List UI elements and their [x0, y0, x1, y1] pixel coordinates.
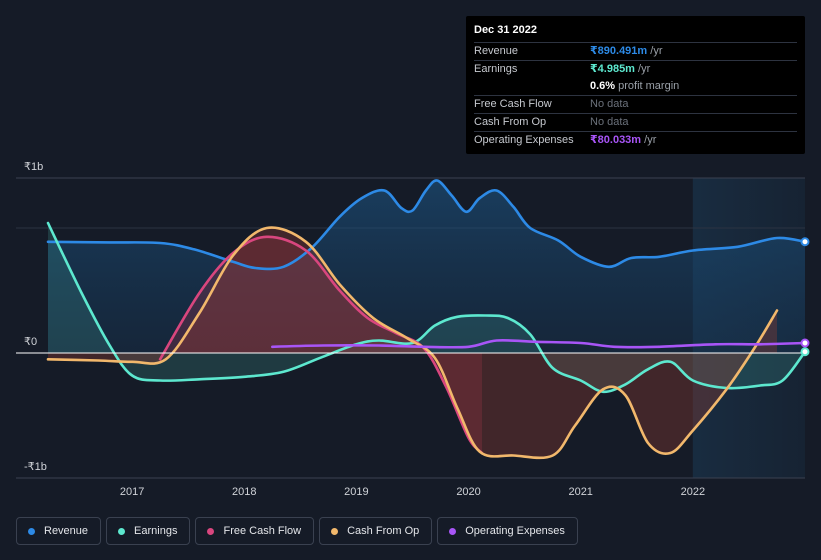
tooltip-unit: /yr — [641, 134, 657, 146]
legend-label: Free Cash Flow — [223, 525, 302, 537]
area-earnings — [48, 223, 805, 392]
legend-dot-icon — [118, 527, 126, 535]
series-line-operating-expenses — [271, 338, 807, 349]
x-tick-label: 2021 — [568, 486, 592, 498]
y-label-bottom: -₹1b — [24, 461, 47, 473]
y-label-top: ₹1b — [24, 161, 43, 173]
data-tooltip: Dec 31 2022 Revenue ₹890.491m /yr Earnin… — [466, 16, 805, 154]
area-revenue — [48, 180, 805, 353]
tooltip-unit: /yr — [647, 45, 663, 57]
x-tick-label: 2019 — [344, 486, 368, 498]
tooltip-value: No data — [590, 98, 629, 110]
legend-item-earnings[interactable]: Earnings — [106, 517, 191, 545]
tooltip-value: ₹80.033m — [590, 134, 642, 146]
legend-item-free-cash-flow[interactable]: Free Cash Flow — [195, 517, 315, 545]
legend-label: Operating Expenses — [465, 525, 565, 537]
x-tick-label: 2020 — [456, 486, 480, 498]
tooltip-unit: /yr — [634, 63, 651, 75]
tooltip-value: ₹890.491m — [590, 45, 648, 57]
tooltip-label: Revenue — [474, 45, 519, 57]
x-tick-label: 2018 — [232, 486, 256, 498]
x-tick-label: 2017 — [120, 486, 144, 498]
tooltip-label: Earnings — [474, 63, 518, 75]
legend-dot-icon — [449, 527, 457, 535]
series-line-earnings — [46, 221, 807, 394]
y-label-zero: ₹0 — [24, 336, 37, 348]
tooltip-label — [474, 78, 590, 95]
tooltip-row-earnings: Earnings ₹4.985m /yr — [474, 61, 797, 78]
legend-dot-icon — [207, 527, 215, 535]
legend-label: Cash From Op — [347, 525, 420, 537]
tooltip-date: Dec 31 2022 — [474, 24, 797, 43]
tooltip-value: ₹4.985m — [590, 63, 635, 75]
legend-item-operating-expenses[interactable]: Operating Expenses — [437, 517, 578, 545]
tooltip-value: 0.6% — [590, 80, 616, 92]
tooltip-row-opex: Operating Expenses ₹80.033m /yr — [474, 132, 797, 149]
series-line-free-cash-flow — [158, 235, 484, 455]
legend-dot-icon — [28, 527, 35, 535]
legend-label: Revenue — [44, 525, 89, 537]
chart-svg: ₹1b ₹0 -₹1b 2017 2018 2019 2020 2021 2022 — [16, 161, 810, 498]
series-line-revenue — [46, 179, 807, 271]
tooltip-row-cfo: Cash From Op No data — [474, 114, 797, 132]
tooltip-value: No data — [590, 116, 629, 128]
tooltip-row-fcf: Free Cash Flow No data — [474, 96, 797, 114]
legend-item-revenue[interactable]: Revenue — [16, 517, 102, 545]
end-point-operating-expenses — [800, 338, 810, 348]
tooltip-row-margin: 0.6% profit margin — [474, 78, 797, 96]
tooltip-row-revenue: Revenue ₹890.491m /yr — [474, 43, 797, 61]
legend-dot-icon — [331, 527, 339, 535]
end-point-revenue — [800, 237, 810, 247]
legend-item-cash-from-op[interactable]: Cash From Op — [319, 517, 433, 545]
tooltip-label: Cash From Op — [474, 116, 547, 128]
tooltip-label: Operating Expenses — [474, 134, 574, 146]
legend-label: Earnings — [134, 525, 178, 537]
series-line-cash-from-op — [46, 226, 779, 460]
end-point-earnings — [800, 347, 810, 357]
legend: Revenue Earnings Free Cash Flow Cash Fro… — [16, 517, 583, 545]
tooltip-label: Free Cash Flow — [474, 98, 552, 110]
tooltip-unit: profit margin — [615, 80, 680, 92]
x-tick-label: 2022 — [681, 486, 705, 498]
